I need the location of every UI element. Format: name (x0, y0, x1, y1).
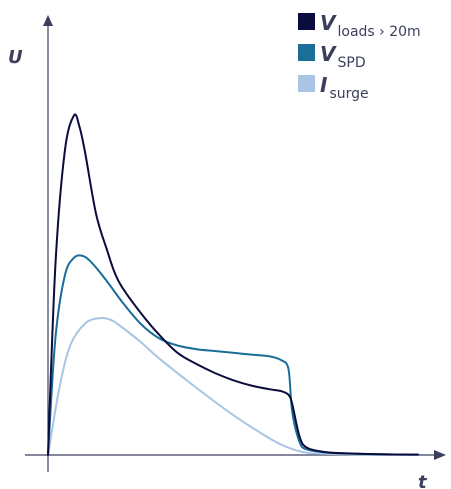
legend-symbol: I (320, 73, 328, 97)
series-line-i-surge (47, 316, 419, 456)
x-axis-arrow (434, 450, 446, 460)
legend-subscript: SPD (337, 55, 365, 71)
legend-subscript: loads › 20m (337, 24, 420, 40)
legend-label-v-spd: V SPD (320, 42, 366, 71)
series-line-v-spd (47, 254, 419, 456)
legend-swatch-i-surge (298, 75, 315, 92)
legend-swatch-v-spd (298, 44, 315, 61)
y-axis-label: U (8, 47, 23, 68)
legend-subscript: surge (329, 86, 368, 102)
plot-area (47, 113, 419, 456)
x-axis-label: t (418, 472, 428, 489)
y-axis-arrow (43, 15, 53, 26)
legend-swatch-v-loads (298, 13, 315, 30)
legend-symbol: V (320, 42, 337, 66)
axes (25, 15, 446, 472)
legend-symbol: V (320, 11, 337, 35)
series-line-v-loads (47, 113, 419, 456)
